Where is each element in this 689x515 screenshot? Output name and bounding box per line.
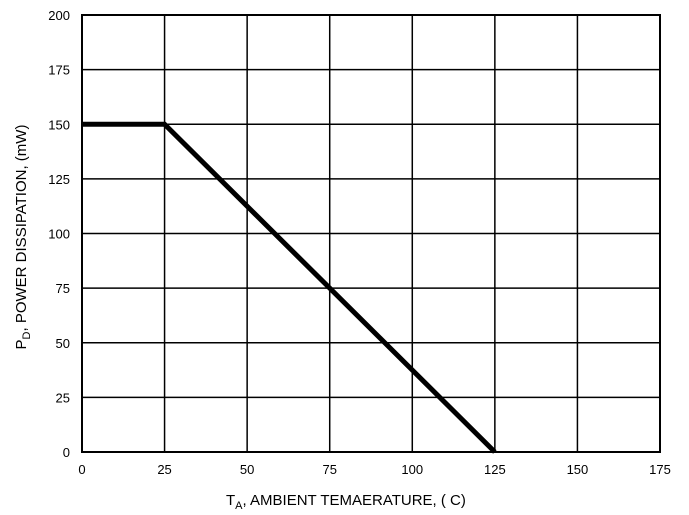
chart-grid: [82, 15, 660, 452]
y-tick-label: 50: [56, 336, 70, 351]
y-tick-label: 175: [48, 63, 70, 78]
x-tick-label: 75: [322, 462, 336, 477]
series-line-power-dissipation: [82, 121, 497, 454]
x-tick-label: 125: [484, 462, 506, 477]
x-tick-label: 175: [649, 462, 671, 477]
y-axis-label: PD, POWER DISSIPATION, (mW): [13, 125, 33, 350]
x-axis-label-rest: , AMBIENT TEMAERATURE, ( C): [243, 492, 466, 509]
x-tick-label: 100: [401, 462, 423, 477]
y-tick-label: 75: [56, 281, 70, 296]
y-axis-label-subscript: D: [21, 331, 33, 339]
x-axis-ticks: 0 25 50 75 100 125 150 175: [78, 462, 670, 477]
y-tick-label: 25: [56, 390, 70, 405]
y-tick-label: 150: [48, 117, 70, 132]
y-tick-label: 200: [48, 8, 70, 23]
y-axis-label-main: P: [13, 339, 30, 349]
x-axis-label: TA, AMBIENT TEMAERATURE, ( C): [226, 492, 466, 512]
x-tick-label: 25: [157, 462, 171, 477]
x-tick-label: 150: [567, 462, 589, 477]
y-tick-label: 125: [48, 172, 70, 187]
y-tick-label: 100: [48, 227, 70, 242]
x-axis-label-subscript: A: [235, 500, 243, 512]
plot-area-frame: [81, 14, 661, 453]
y-axis-label-rest: , POWER DISSIPATION, (mW): [13, 125, 30, 332]
x-tick-label: 0: [78, 462, 85, 477]
y-tick-label: 0: [63, 445, 70, 460]
y-axis-ticks: 0 25 50 75 100 125 150 175 200: [48, 8, 70, 460]
x-axis-label-main: T: [226, 492, 235, 509]
x-tick-label: 50: [240, 462, 254, 477]
